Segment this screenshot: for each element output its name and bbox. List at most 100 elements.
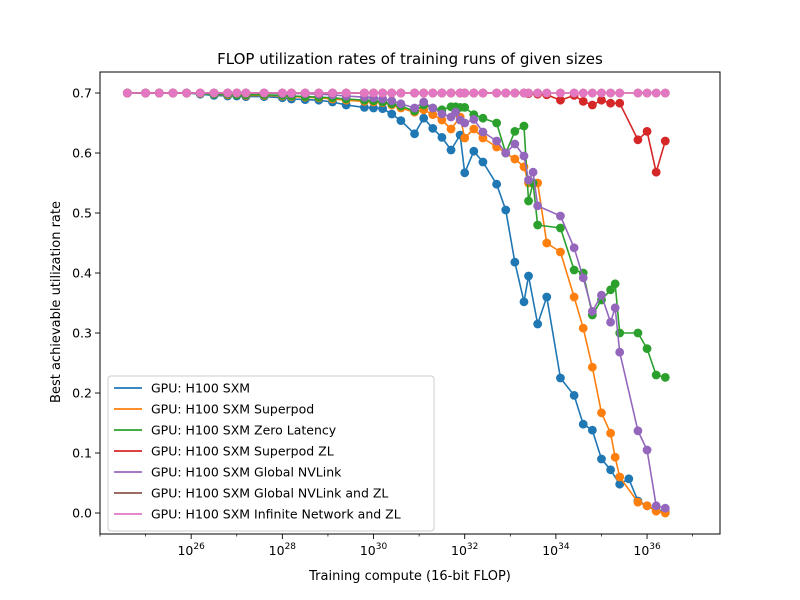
data-point xyxy=(524,196,533,206)
data-point xyxy=(437,109,447,119)
data-point xyxy=(209,88,219,98)
data-point xyxy=(569,292,579,302)
data-point xyxy=(510,257,520,267)
data-point xyxy=(478,157,488,167)
data-point xyxy=(519,121,529,131)
data-point xyxy=(501,205,511,215)
data-point xyxy=(300,88,310,98)
data-point xyxy=(510,126,520,136)
data-point xyxy=(542,88,552,98)
data-point xyxy=(428,103,438,113)
data-point xyxy=(478,127,488,137)
x-tick-label: 1032 xyxy=(451,542,478,558)
data-point xyxy=(154,88,164,98)
data-point xyxy=(660,373,670,382)
legend-label: GPU: H100 SXM Superpod xyxy=(151,402,314,417)
data-point xyxy=(651,167,661,177)
data-point xyxy=(606,88,615,98)
data-point xyxy=(615,472,625,482)
data-point xyxy=(587,88,597,98)
plot-area xyxy=(122,88,670,518)
y-tick-label: 0.2 xyxy=(72,386,92,401)
data-point xyxy=(446,124,456,134)
data-point xyxy=(615,98,625,108)
data-point xyxy=(615,88,625,98)
legend-item: GPU: H100 SXM Global NVLink xyxy=(114,465,342,480)
data-point xyxy=(569,265,579,275)
legend-item: GPU: H100 SXM Superpod xyxy=(114,402,314,417)
data-point xyxy=(223,88,233,98)
data-point xyxy=(501,148,511,158)
data-point xyxy=(642,126,652,136)
y-tick-label: 0.3 xyxy=(72,326,92,341)
data-point xyxy=(597,408,606,418)
series-6 xyxy=(122,88,670,98)
data-point xyxy=(195,88,205,98)
data-point xyxy=(460,103,470,112)
data-point xyxy=(606,428,615,438)
data-point xyxy=(556,223,565,233)
data-point xyxy=(469,88,479,98)
data-point xyxy=(492,88,502,98)
data-point xyxy=(241,88,251,98)
data-point xyxy=(528,167,538,177)
data-point xyxy=(624,474,634,484)
data-point xyxy=(610,303,620,313)
data-point xyxy=(460,88,470,98)
data-point xyxy=(642,445,652,455)
legend-item: GPU: H100 SXM Infinite Network and ZL xyxy=(114,507,401,522)
data-point xyxy=(428,123,438,133)
legend-item: GPU: H100 SXM Superpod ZL xyxy=(114,444,334,459)
data-point xyxy=(578,88,588,98)
data-point xyxy=(460,168,470,178)
data-point xyxy=(606,285,615,295)
data-point xyxy=(660,503,670,513)
data-point xyxy=(660,136,670,146)
data-point xyxy=(542,292,552,302)
data-point xyxy=(428,88,438,98)
legend-label: GPU: H100 SXM Zero Latency xyxy=(151,423,337,438)
legend-box xyxy=(107,375,435,532)
data-point xyxy=(606,317,615,327)
data-point xyxy=(556,88,565,98)
data-point xyxy=(642,88,652,98)
data-point xyxy=(569,243,579,253)
data-point xyxy=(606,465,615,475)
data-point xyxy=(597,290,606,300)
data-point xyxy=(587,100,597,110)
data-point xyxy=(360,88,369,98)
data-point xyxy=(387,96,397,106)
data-point xyxy=(328,88,337,98)
legend-label: GPU: H100 SXM Infinite Network and ZL xyxy=(151,507,401,522)
legend: GPU: H100 SXM GPU: H100 SXM Superpod GPU: … xyxy=(107,375,435,532)
data-point xyxy=(314,88,324,98)
data-point xyxy=(615,347,625,357)
data-point xyxy=(569,391,579,400)
data-point xyxy=(633,88,643,98)
chart-title: FLOP utilization rates of training runs … xyxy=(217,50,603,68)
data-point xyxy=(597,88,606,98)
data-point xyxy=(510,88,520,98)
data-point xyxy=(410,103,419,113)
data-point xyxy=(437,88,447,98)
legend-label: GPU: H100 SXM Superpod ZL xyxy=(151,444,334,459)
data-point xyxy=(615,479,625,489)
data-point xyxy=(519,297,529,307)
data-point xyxy=(651,370,661,380)
legend-label: GPU: H100 SXM Global NVLink and ZL xyxy=(151,486,388,501)
data-point xyxy=(182,88,192,98)
data-point xyxy=(524,88,533,98)
data-point xyxy=(610,279,620,289)
data-point xyxy=(533,319,543,329)
x-axis-label: Training compute (16-bit FLOP) xyxy=(308,569,511,584)
data-point xyxy=(524,271,533,281)
data-point xyxy=(396,88,406,98)
data-point xyxy=(556,95,565,105)
x-tick-label: 1036 xyxy=(633,542,661,558)
data-point xyxy=(633,497,643,507)
legend-item: GPU: H100 SXM xyxy=(114,381,250,396)
data-point xyxy=(492,136,502,146)
legend-item: GPU: H100 SXM Global NVLink and ZL xyxy=(114,486,388,501)
data-point xyxy=(478,113,488,123)
data-point xyxy=(387,109,397,119)
